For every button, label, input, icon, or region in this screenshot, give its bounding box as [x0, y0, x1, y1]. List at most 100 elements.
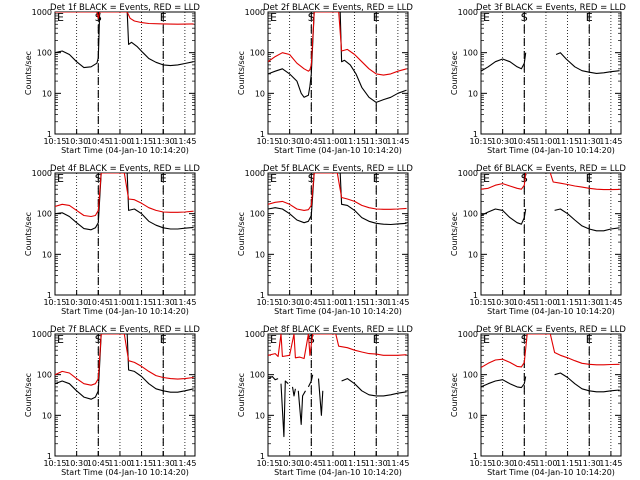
x-tick-label: 11:30: [578, 137, 601, 146]
x-axis-label: Start Time (04-Jan-10 10:14:20): [61, 146, 189, 155]
series-line-events: [554, 372, 620, 393]
marker-label-e: E: [160, 333, 167, 346]
x-tick-label: 10:45: [513, 137, 536, 146]
marker-label-start-edge: E: [270, 333, 277, 346]
x-tick-label: 11:45: [173, 137, 196, 146]
y-tick-label: 1000: [458, 8, 478, 17]
x-tick-label: 11:45: [386, 137, 409, 146]
y-tick-label: 1000: [32, 169, 52, 178]
series-line-lld: [268, 334, 407, 360]
x-axis-label: Start Time (04-Jan-10 10:14:20): [61, 468, 189, 477]
x-tick-label: 11:45: [599, 137, 622, 146]
series-group: [268, 12, 407, 103]
chart-title: Det 6f BLACK = Events, RED = LLD: [476, 164, 626, 174]
x-tick-label: 11:15: [343, 459, 366, 468]
y-axis-label: Counts/sec: [24, 373, 33, 417]
marker-label-e: E: [373, 172, 380, 185]
x-tick-label: 11:00: [321, 459, 344, 468]
x-tick-label: 11:45: [386, 298, 409, 307]
x-tick-label: 11:15: [343, 298, 366, 307]
chart-title: Det 4f BLACK = Events, RED = LLD: [50, 164, 200, 174]
x-tick-label: 11:30: [365, 137, 388, 146]
series-line-events: [55, 12, 194, 69]
series-line-events: [481, 376, 527, 389]
series-group: [481, 173, 620, 232]
y-tick-label: 1000: [458, 169, 478, 178]
x-tick-label: 11:00: [321, 137, 344, 146]
series-line-lld: [268, 173, 407, 211]
marker-label-s: S: [521, 333, 528, 346]
y-tick-label: 1: [260, 291, 265, 300]
x-tick-label: 10:30: [491, 137, 514, 146]
marker-label-e: E: [160, 172, 167, 185]
y-tick-label: 1: [260, 130, 265, 139]
x-tick-label: 11:00: [534, 459, 557, 468]
y-tick-label: 1000: [245, 8, 265, 17]
x-tick-label: 10:45: [300, 298, 323, 307]
y-tick-label: 100: [37, 49, 52, 58]
series-line-lld: [55, 173, 194, 218]
y-tick-label: 10: [42, 89, 52, 98]
x-tick-label: 11:15: [556, 298, 579, 307]
x-tick-label: 11:45: [386, 459, 409, 468]
chart-title: Det 8f BLACK = Events, RED = LLD: [263, 325, 413, 335]
x-tick-label: 10:45: [87, 298, 110, 307]
marker-label-s: S: [308, 11, 315, 24]
marker-label-start-edge: E: [483, 172, 490, 185]
y-axis-label: Counts/sec: [450, 212, 459, 256]
y-axis-label: Counts/sec: [450, 373, 459, 417]
marker-label-e: E: [586, 333, 593, 346]
x-axis-label: Start Time (04-Jan-10 10:14:20): [61, 307, 189, 316]
plot-frame: [480, 11, 622, 135]
marker-label-start-edge: E: [483, 333, 490, 346]
series-line-events: [291, 386, 296, 397]
plot-frame: [480, 172, 622, 296]
plot-frame: [267, 333, 409, 457]
series-group: [481, 52, 620, 74]
y-tick-label: 10: [468, 89, 478, 98]
marker-label-e: E: [160, 11, 167, 24]
x-tick-label: 10:15: [256, 459, 279, 468]
series-line-events: [268, 12, 407, 103]
y-tick-label: 10: [468, 411, 478, 420]
marker-label-e: E: [373, 11, 380, 24]
chart-title: Det 9f BLACK = Events, RED = LLD: [476, 325, 626, 335]
marker-label-s: S: [308, 172, 315, 185]
marker-label-s: S: [308, 333, 315, 346]
chart-title: Det 7f BLACK = Events, RED = LLD: [50, 325, 200, 335]
y-tick-label: 100: [250, 210, 265, 219]
marker-label-start-edge: E: [270, 11, 277, 24]
y-tick-label: 100: [250, 49, 265, 58]
y-tick-label: 1000: [32, 330, 52, 339]
x-tick-label: 11:30: [578, 459, 601, 468]
x-tick-label: 11:00: [534, 137, 557, 146]
series-group: [55, 12, 194, 69]
series-group: [481, 334, 620, 393]
series-line-events: [317, 378, 324, 416]
x-tick-label: 11:30: [152, 459, 175, 468]
y-axis-label: Counts/sec: [24, 51, 33, 95]
marker-label-s: S: [95, 172, 102, 185]
y-tick-label: 1: [473, 291, 478, 300]
marker-label-s: S: [521, 11, 528, 24]
chart-title: Det 1f BLACK = Events, RED = LLD: [50, 3, 200, 13]
x-tick-label: 11:45: [599, 298, 622, 307]
marker-label-e: E: [586, 11, 593, 24]
y-tick-label: 1: [260, 452, 265, 461]
x-tick-label: 11:30: [152, 298, 175, 307]
x-tick-label: 11:00: [321, 298, 344, 307]
x-tick-label: 11:15: [130, 137, 153, 146]
x-tick-label: 11:00: [534, 298, 557, 307]
y-tick-label: 10: [255, 250, 265, 259]
x-tick-label: 11:30: [578, 298, 601, 307]
series-line-lld: [55, 12, 194, 25]
series-line-lld: [481, 173, 527, 190]
x-tick-label: 10:15: [43, 137, 66, 146]
